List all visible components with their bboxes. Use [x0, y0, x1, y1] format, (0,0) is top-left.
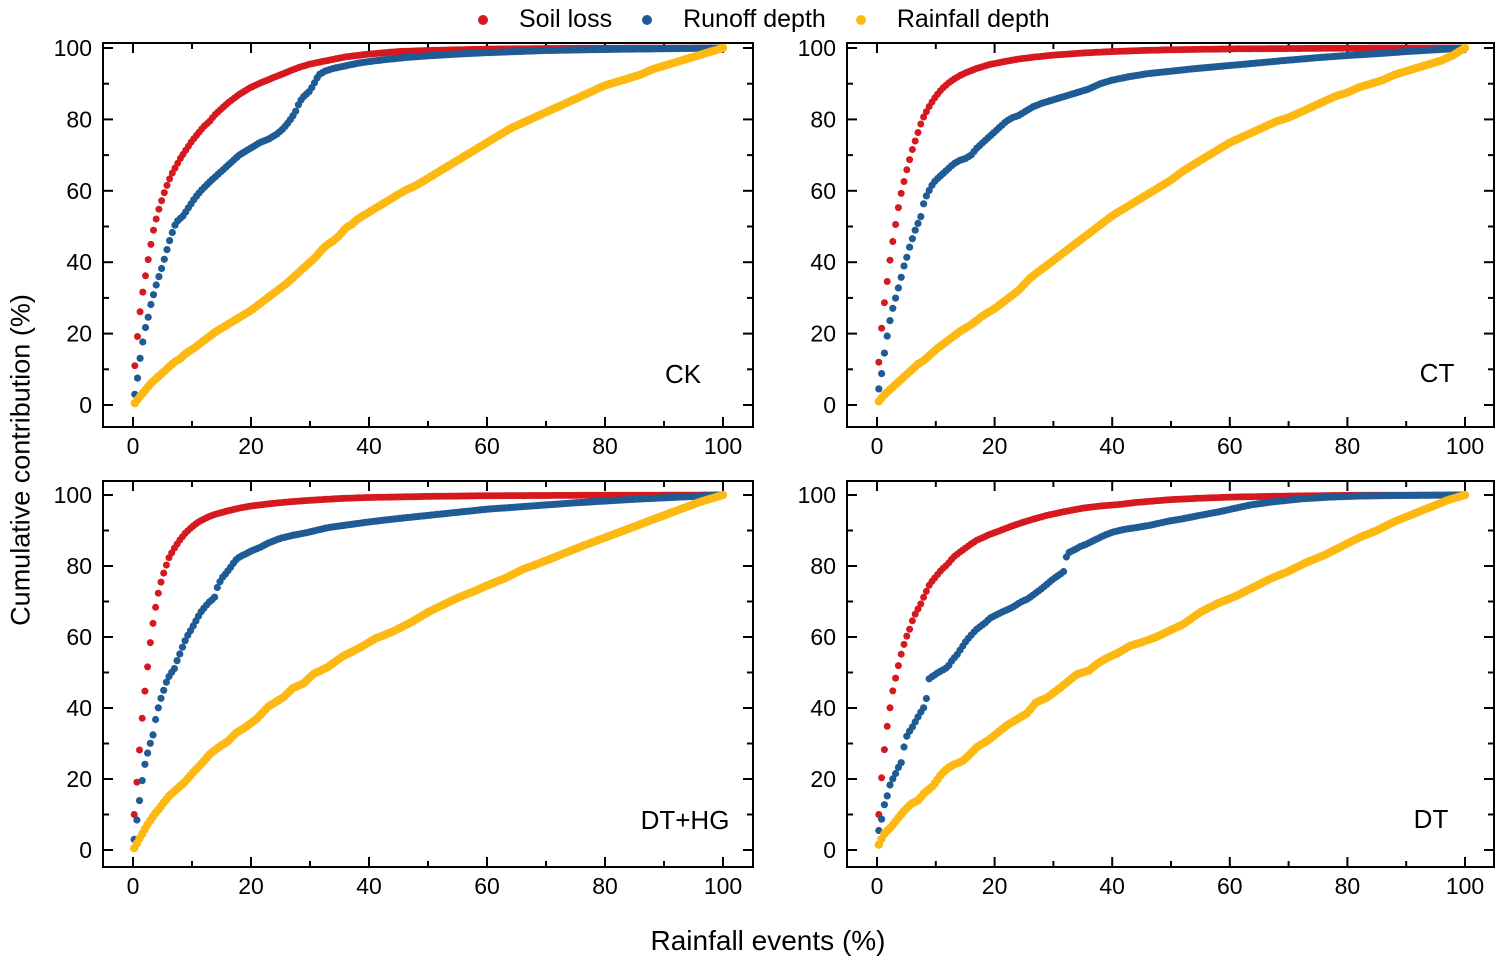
soil-loss-dot-icon — [478, 14, 488, 25]
svg-text:40: 40 — [356, 433, 382, 459]
svg-text:20: 20 — [66, 766, 92, 792]
y-axis-title: Cumulative contribution (%) — [5, 294, 36, 626]
svg-text:0: 0 — [823, 392, 836, 418]
svg-text:100: 100 — [1446, 433, 1484, 459]
svg-text:0: 0 — [127, 433, 140, 459]
legend-label: Rainfall depth — [896, 5, 1050, 33]
svg-text:100: 100 — [798, 482, 836, 508]
panel-label-dt-hg: DT+HG — [640, 805, 730, 835]
panel-label-ct: CT — [1419, 358, 1455, 388]
svg-text:20: 20 — [810, 321, 836, 347]
svg-text:0: 0 — [871, 433, 884, 459]
legend: Soil loss Runoff depth Rainfall depth — [478, 7, 1050, 32]
svg-text:0: 0 — [871, 873, 884, 899]
svg-text:20: 20 — [810, 766, 836, 792]
svg-text:60: 60 — [66, 624, 92, 650]
svg-text:60: 60 — [1217, 873, 1243, 899]
svg-text:40: 40 — [356, 873, 382, 899]
svg-text:40: 40 — [1099, 873, 1125, 899]
x-axis-title: Rainfall events (%) — [650, 925, 886, 956]
svg-text:0: 0 — [823, 837, 836, 863]
svg-text:40: 40 — [66, 695, 92, 721]
runoff-depth-dot-icon — [642, 14, 653, 25]
svg-text:0: 0 — [127, 873, 140, 899]
svg-text:100: 100 — [54, 482, 92, 508]
svg-text:60: 60 — [474, 873, 500, 899]
svg-text:80: 80 — [1335, 873, 1361, 899]
svg-text:100: 100 — [704, 873, 742, 899]
legend-item-runoff-depth: Runoff depth — [642, 7, 826, 32]
svg-text:0: 0 — [79, 837, 92, 863]
svg-text:40: 40 — [66, 249, 92, 275]
svg-text:80: 80 — [1335, 433, 1361, 459]
svg-text:80: 80 — [810, 106, 836, 132]
svg-text:60: 60 — [66, 178, 92, 204]
svg-text:20: 20 — [238, 433, 264, 459]
svg-text:20: 20 — [66, 321, 92, 347]
legend-item-soil-loss: Soil loss — [478, 7, 612, 32]
svg-text:60: 60 — [810, 624, 836, 650]
svg-text:100: 100 — [798, 35, 836, 61]
rainfall-depth-dot-icon — [855, 14, 866, 25]
svg-text:20: 20 — [982, 873, 1008, 899]
panel-label-ck: CK — [664, 359, 702, 389]
svg-text:80: 80 — [66, 106, 92, 132]
svg-text:100: 100 — [704, 433, 742, 459]
legend-label: Runoff depth — [683, 5, 826, 33]
svg-text:60: 60 — [1217, 433, 1243, 459]
svg-text:20: 20 — [238, 873, 264, 899]
svg-text:80: 80 — [66, 553, 92, 579]
svg-text:20: 20 — [982, 433, 1008, 459]
svg-text:100: 100 — [1446, 873, 1484, 899]
svg-text:0: 0 — [79, 392, 92, 418]
svg-text:80: 80 — [592, 873, 618, 899]
svg-text:40: 40 — [810, 249, 836, 275]
svg-text:80: 80 — [810, 553, 836, 579]
svg-text:40: 40 — [1099, 433, 1125, 459]
svg-text:60: 60 — [810, 178, 836, 204]
svg-text:80: 80 — [592, 433, 618, 459]
legend-item-rainfall-depth: Rainfall depth — [855, 5, 1050, 33]
svg-text:60: 60 — [474, 433, 500, 459]
panel-label-dt: DT — [1413, 804, 1449, 834]
svg-text:100: 100 — [54, 35, 92, 61]
legend-label: Soil loss — [519, 5, 613, 33]
svg-text:40: 40 — [810, 695, 836, 721]
